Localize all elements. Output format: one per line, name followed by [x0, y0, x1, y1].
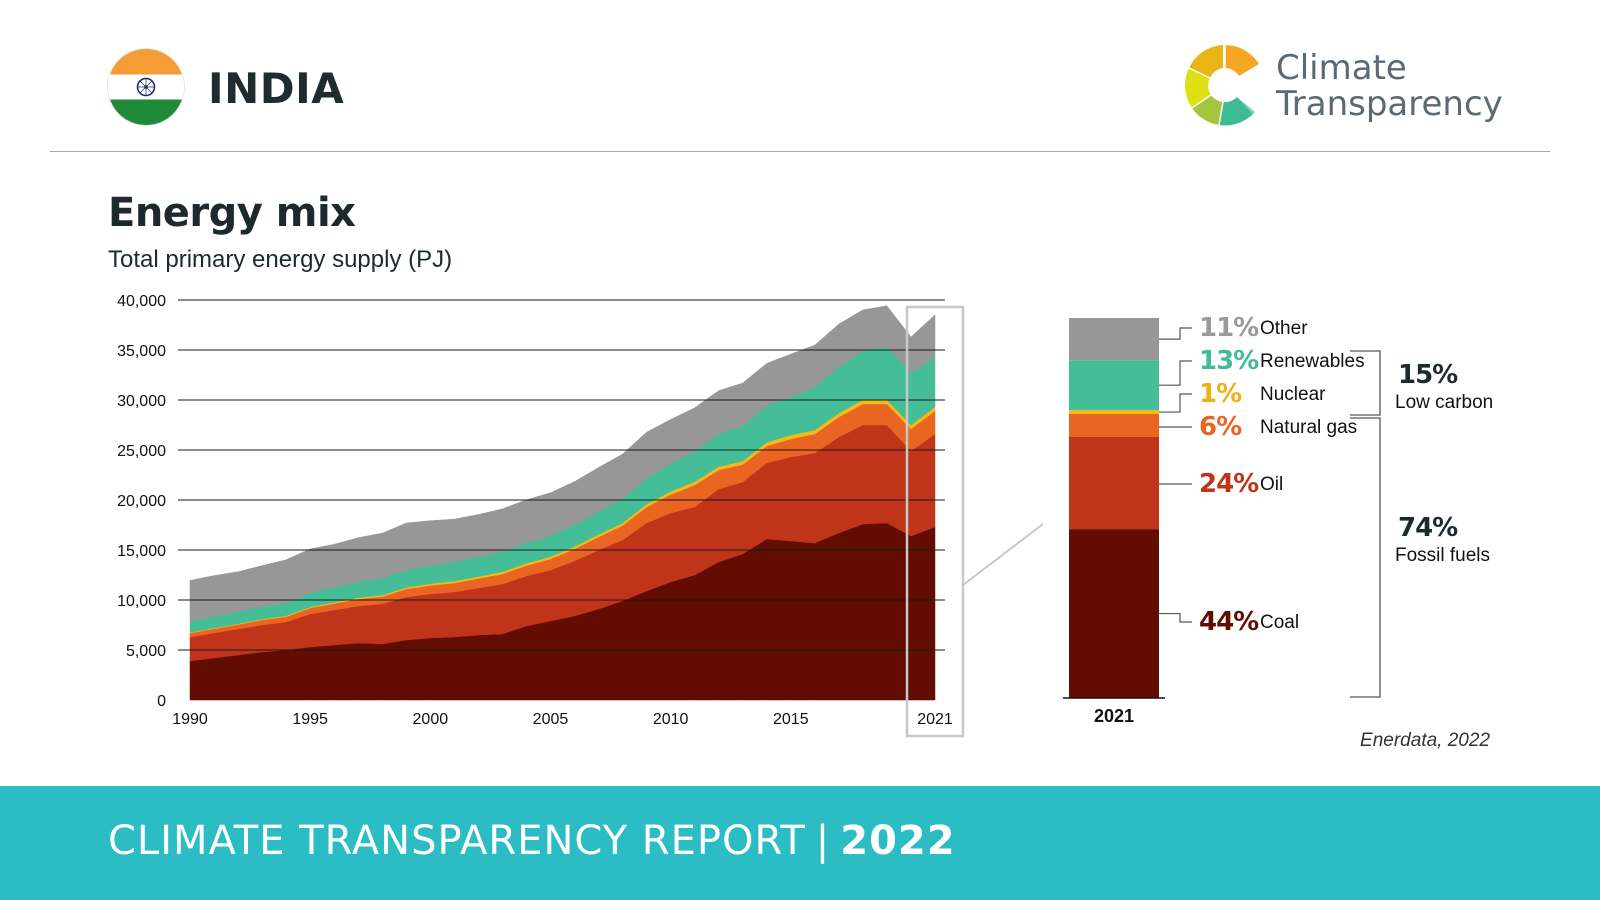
brand-line-1: Climate — [1276, 48, 1407, 88]
bracket-fossil-fuels — [1350, 417, 1381, 698]
bar-year-label: 2021 — [1094, 706, 1134, 726]
x-tick-label: 2000 — [413, 711, 449, 728]
segment-percent: 11% — [1199, 313, 1259, 343]
x-tick-label: 2010 — [653, 711, 689, 728]
bar-segment-renewables — [1069, 360, 1159, 411]
label-connector — [1159, 393, 1192, 413]
footer-separator: | — [815, 818, 831, 864]
gridlines — [178, 299, 945, 651]
stacked-area-plot — [189, 305, 936, 701]
x-tick-label: 2021 — [917, 711, 953, 728]
x-tick-label: 2015 — [773, 711, 809, 728]
page-header: INDIA Climate Transparency — [0, 0, 1600, 150]
brand-line-2: Transparency — [1276, 84, 1503, 124]
bar-segment-oil — [1069, 436, 1159, 530]
x-axis: 1990 1995 2000 2005 2010 2015 2021 — [172, 711, 953, 728]
x-tick-label: 1990 — [172, 711, 208, 728]
group-label: Fossil fuels — [1395, 545, 1490, 566]
highlight-2021 — [905, 305, 1044, 738]
area-other — [189, 305, 936, 622]
bar-segment-other — [1069, 318, 1159, 361]
y-tick-label: 5,000 — [126, 643, 166, 660]
x-tick-label: 1995 — [292, 711, 328, 728]
footer-report: CLIMATE TRANSPARENCY REPORT — [108, 818, 806, 864]
country-name: INDIA — [208, 64, 345, 113]
segment-name: Oil — [1260, 474, 1283, 495]
group-percent: 74% — [1398, 513, 1458, 543]
y-tick-label: 30,000 — [117, 393, 166, 410]
segment-percent: 1% — [1199, 379, 1242, 409]
y-tick-label: 15,000 — [117, 543, 166, 560]
segment-name: Other — [1260, 318, 1308, 339]
bracket-low-carbon — [1350, 350, 1381, 416]
x-tick-label: 2005 — [533, 711, 569, 728]
y-tick-label: 25,000 — [117, 443, 166, 460]
bar-2021: 2021 — [1063, 318, 1165, 726]
segment-percent: 44% — [1199, 607, 1259, 637]
label-connector — [1159, 360, 1192, 386]
y-axis: 0 5,000 10,000 15,000 20,000 25,000 30,000 35,0… — [117, 293, 166, 710]
header-divider — [50, 151, 1550, 152]
source-note: Enerdata, 2022 — [1360, 730, 1490, 751]
y-tick-label: 35,000 — [117, 343, 166, 360]
highlight-connector — [962, 523, 1044, 586]
segment-name: Natural gas — [1260, 417, 1357, 438]
group-percent: 15% — [1398, 360, 1458, 390]
footer-year: 2022 — [840, 818, 956, 864]
segment-percent: 24% — [1199, 469, 1259, 499]
segment-name: Nuclear — [1260, 384, 1326, 405]
y-tick-label: 10,000 — [117, 593, 166, 610]
segment-name: Coal — [1260, 612, 1299, 633]
bar-segment-natural-gas — [1069, 413, 1159, 437]
footer-band — [0, 786, 1600, 900]
label-connector — [1159, 612, 1192, 623]
climate-transparency-logo-icon — [1180, 40, 1270, 130]
bar-segment-coal — [1069, 529, 1159, 698]
y-tick-label: 0 — [157, 693, 166, 710]
highlight-box — [905, 305, 965, 738]
segment-percent: 13% — [1199, 346, 1259, 376]
segment-percent: 6% — [1199, 412, 1242, 442]
footer-title: CLIMATE TRANSPARENCY REPORT | 2022 — [108, 818, 956, 864]
label-connector — [1159, 327, 1192, 340]
y-tick-label: 20,000 — [117, 493, 166, 510]
brand-name: Climate Transparency — [1276, 50, 1503, 122]
segment-name: Renewables — [1260, 351, 1365, 372]
bar-segment-nuclear — [1069, 410, 1159, 414]
chart-title: Energy mix — [108, 190, 356, 236]
group-label: Low carbon — [1395, 392, 1493, 413]
chart-subtitle: Total primary energy supply (PJ) — [108, 246, 453, 273]
y-tick-label: 40,000 — [117, 293, 166, 310]
